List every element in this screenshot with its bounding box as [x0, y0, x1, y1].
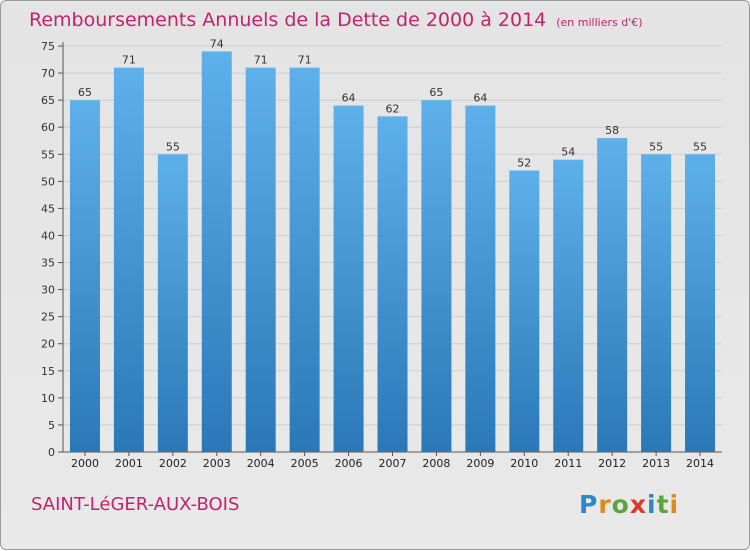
bar-value-label: 55 — [166, 140, 180, 153]
y-tick-label: 45 — [41, 202, 55, 215]
x-tick-label: 2005 — [291, 457, 319, 470]
y-tick-label: 75 — [41, 40, 55, 53]
x-tick-label: 2000 — [71, 457, 99, 470]
x-tick-label: 2010 — [510, 457, 538, 470]
bar — [421, 100, 452, 452]
commune-name: SAINT-LéGER-AUX-BOIS — [31, 494, 240, 515]
bar-value-label: 55 — [693, 140, 707, 153]
logo-letter: o — [611, 490, 630, 519]
bar — [113, 67, 144, 453]
proxiti-logo: Proxiti — [579, 490, 679, 519]
bar — [69, 100, 100, 452]
logo-letter: i — [669, 490, 680, 519]
x-tick-label: 2009 — [466, 457, 494, 470]
y-tick-label: 40 — [41, 229, 55, 242]
y-tick-label: 30 — [41, 284, 55, 297]
bar-value-label: 74 — [210, 37, 224, 50]
bar — [333, 105, 364, 453]
bar — [289, 67, 320, 453]
x-tick-label: 2012 — [598, 457, 626, 470]
y-tick-label: 35 — [41, 257, 55, 270]
bar-value-label: 64 — [342, 92, 356, 105]
chart-title: Remboursements Annuels de la Dette de 20… — [29, 9, 643, 31]
y-tick-label: 50 — [41, 175, 55, 188]
bar — [465, 105, 496, 453]
bar — [685, 154, 716, 452]
x-tick-label: 2008 — [422, 457, 450, 470]
title-unit: (en milliers d'€) — [556, 16, 643, 29]
y-tick-label: 15 — [41, 365, 55, 378]
bar — [245, 67, 276, 453]
x-tick-label: 2002 — [159, 457, 187, 470]
bar — [509, 170, 540, 453]
y-tick-label: 55 — [41, 148, 55, 161]
bar — [157, 154, 188, 452]
y-tick-label: 60 — [41, 121, 55, 134]
y-tick-label: 70 — [41, 67, 55, 80]
bar-value-label: 58 — [605, 124, 619, 137]
bar-value-label: 71 — [254, 54, 268, 67]
y-tick-label: 0 — [48, 446, 55, 459]
y-tick-label: 5 — [48, 419, 55, 432]
bar-value-label: 52 — [517, 157, 531, 170]
x-tick-label: 2006 — [335, 457, 363, 470]
x-tick-label: 2007 — [379, 457, 407, 470]
bar-value-label: 55 — [649, 140, 663, 153]
bar-value-label: 71 — [298, 54, 312, 67]
logo-letter: t — [656, 490, 670, 519]
title-text: Remboursements Annuels de la Dette de 20… — [29, 9, 547, 31]
y-tick-label: 20 — [41, 338, 55, 351]
y-tick-label: 65 — [41, 94, 55, 107]
bar — [597, 138, 628, 452]
x-tick-label: 2013 — [642, 457, 670, 470]
x-tick-label: 2011 — [554, 457, 582, 470]
x-tick-label: 2004 — [247, 457, 275, 470]
bar-value-label: 71 — [122, 54, 136, 67]
logo-letter: i — [647, 490, 657, 519]
bar-value-label: 65 — [78, 86, 92, 99]
y-tick-label: 25 — [41, 311, 55, 324]
logo-letter: r — [598, 490, 612, 519]
logo-letter: x — [629, 490, 647, 519]
bar-value-label: 65 — [429, 86, 443, 99]
bar-value-label: 62 — [386, 102, 400, 115]
x-tick-label: 2014 — [686, 457, 714, 470]
bar — [641, 154, 672, 452]
x-tick-label: 2001 — [115, 457, 143, 470]
x-tick-label: 2003 — [203, 457, 231, 470]
bar-value-label: 54 — [561, 146, 575, 159]
bar — [201, 51, 232, 453]
logo-letter: P — [579, 490, 599, 519]
y-tick-label: 10 — [41, 392, 55, 405]
bar — [553, 159, 584, 452]
bar — [377, 116, 408, 452]
bar-value-label: 64 — [473, 92, 487, 105]
